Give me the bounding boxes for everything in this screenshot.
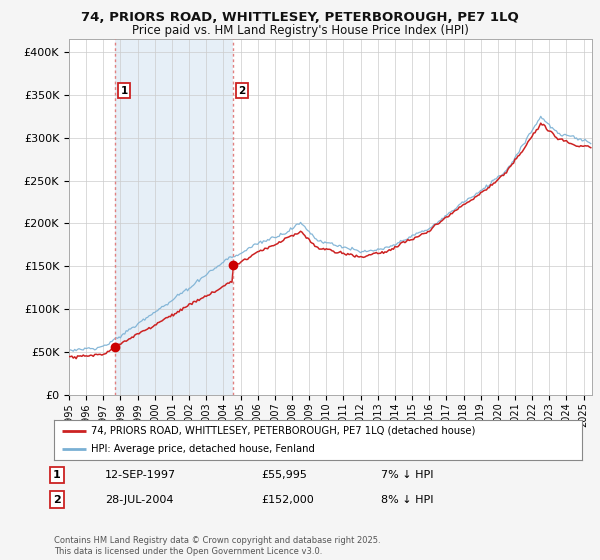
Text: 12-SEP-1997: 12-SEP-1997 (105, 470, 176, 480)
Text: 2: 2 (238, 86, 245, 96)
Text: £55,995: £55,995 (261, 470, 307, 480)
Text: 28-JUL-2004: 28-JUL-2004 (105, 494, 173, 505)
Text: 2: 2 (53, 494, 61, 505)
Text: HPI: Average price, detached house, Fenland: HPI: Average price, detached house, Fenl… (91, 445, 315, 454)
Text: 7% ↓ HPI: 7% ↓ HPI (381, 470, 433, 480)
Text: 74, PRIORS ROAD, WHITTLESEY, PETERBOROUGH, PE7 1LQ: 74, PRIORS ROAD, WHITTLESEY, PETERBOROUG… (81, 11, 519, 24)
Text: 1: 1 (53, 470, 61, 480)
Text: Contains HM Land Registry data © Crown copyright and database right 2025.
This d: Contains HM Land Registry data © Crown c… (54, 536, 380, 556)
Text: 74, PRIORS ROAD, WHITTLESEY, PETERBOROUGH, PE7 1LQ (detached house): 74, PRIORS ROAD, WHITTLESEY, PETERBOROUG… (91, 426, 475, 436)
Text: £152,000: £152,000 (261, 494, 314, 505)
Bar (115, 39, 233, 395)
Text: 8% ↓ HPI: 8% ↓ HPI (381, 494, 433, 505)
Text: Price paid vs. HM Land Registry's House Price Index (HPI): Price paid vs. HM Land Registry's House … (131, 24, 469, 36)
Text: 1: 1 (121, 86, 128, 96)
